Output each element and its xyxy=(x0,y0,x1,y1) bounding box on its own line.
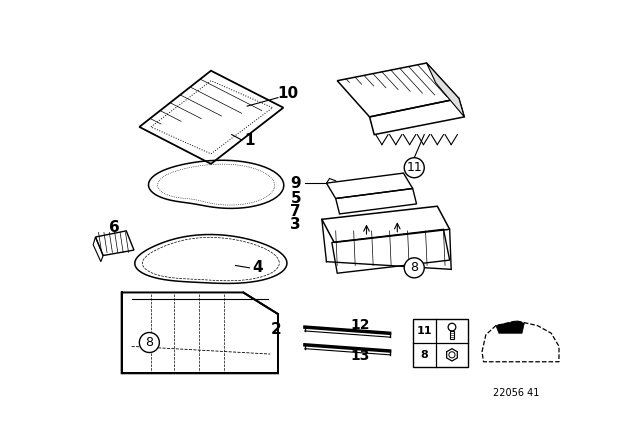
Text: 10: 10 xyxy=(277,86,298,101)
Text: 8: 8 xyxy=(410,261,419,274)
Bar xyxy=(450,331,454,339)
Text: 12: 12 xyxy=(351,318,370,332)
Text: 7: 7 xyxy=(291,204,301,219)
Text: 11: 11 xyxy=(406,161,422,174)
Polygon shape xyxy=(496,321,524,333)
Text: 8: 8 xyxy=(145,336,154,349)
Text: 1: 1 xyxy=(244,133,255,147)
Text: 11: 11 xyxy=(417,326,432,336)
Text: 9: 9 xyxy=(291,176,301,190)
Text: 4: 4 xyxy=(252,260,262,276)
Text: 5: 5 xyxy=(291,191,301,206)
Text: 13: 13 xyxy=(351,349,370,362)
Text: 8: 8 xyxy=(420,350,428,360)
Circle shape xyxy=(140,332,159,353)
Circle shape xyxy=(404,158,424,178)
Text: 6: 6 xyxy=(109,220,119,235)
Polygon shape xyxy=(427,63,464,117)
Text: 2: 2 xyxy=(270,322,281,337)
Circle shape xyxy=(404,258,424,278)
Bar xyxy=(413,319,468,367)
Text: 22056 41: 22056 41 xyxy=(493,388,540,397)
Text: 3: 3 xyxy=(291,217,301,232)
